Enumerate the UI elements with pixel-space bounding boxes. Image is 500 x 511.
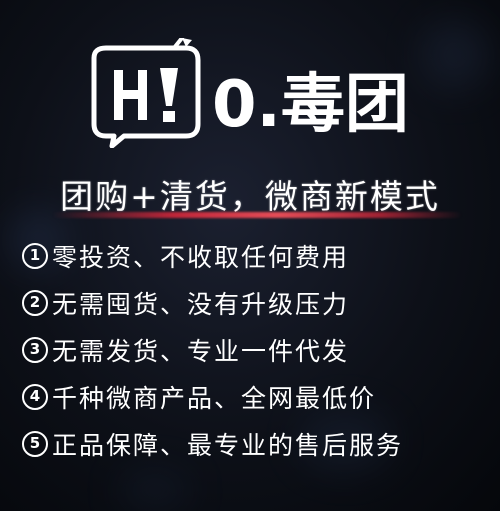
feature-item: 5 正品保障、最专业的售后服务 bbox=[22, 420, 492, 467]
circled-number-icon: 4 bbox=[22, 383, 48, 410]
feature-list: 1 零投资、不收取任何费用 2 无需囤货、没有升级压力 3 无需发货、专业一件代… bbox=[22, 232, 492, 467]
bokeh-light bbox=[300, 410, 390, 470]
logo-text: 0.毒团 bbox=[212, 68, 409, 142]
feature-text: 无需发货、专业一件代发 bbox=[52, 336, 350, 366]
feature-item: 3 无需发货、专业一件代发 bbox=[22, 326, 492, 373]
slogan: 团购+清货，微商新模式 bbox=[60, 177, 440, 216]
brand-logo: 0.毒团 bbox=[82, 36, 412, 149]
circled-number-icon: 5 bbox=[22, 430, 48, 457]
circled-number-icon: 3 bbox=[22, 336, 48, 363]
feature-item: 2 无需囤货、没有升级压力 bbox=[22, 279, 492, 326]
feature-item: 1 零投资、不收取任何费用 bbox=[22, 232, 492, 279]
bokeh-light bbox=[120, 470, 190, 510]
circled-number-icon: 1 bbox=[22, 242, 48, 269]
circled-number-icon: 2 bbox=[22, 289, 48, 316]
bokeh-light bbox=[420, 20, 490, 90]
feature-text: 无需囤货、没有升级压力 bbox=[52, 289, 350, 319]
feature-text: 正品保障、最专业的售后服务 bbox=[52, 430, 404, 460]
feature-text: 零投资、不收取任何费用 bbox=[52, 242, 350, 272]
slogan-underline bbox=[52, 212, 462, 218]
hi-bubble-icon: 0.毒团 bbox=[91, 36, 409, 149]
feature-text: 千种微商产品、全网最低价 bbox=[52, 383, 377, 413]
feature-item: 4 千种微商产品、全网最低价 bbox=[22, 373, 492, 420]
